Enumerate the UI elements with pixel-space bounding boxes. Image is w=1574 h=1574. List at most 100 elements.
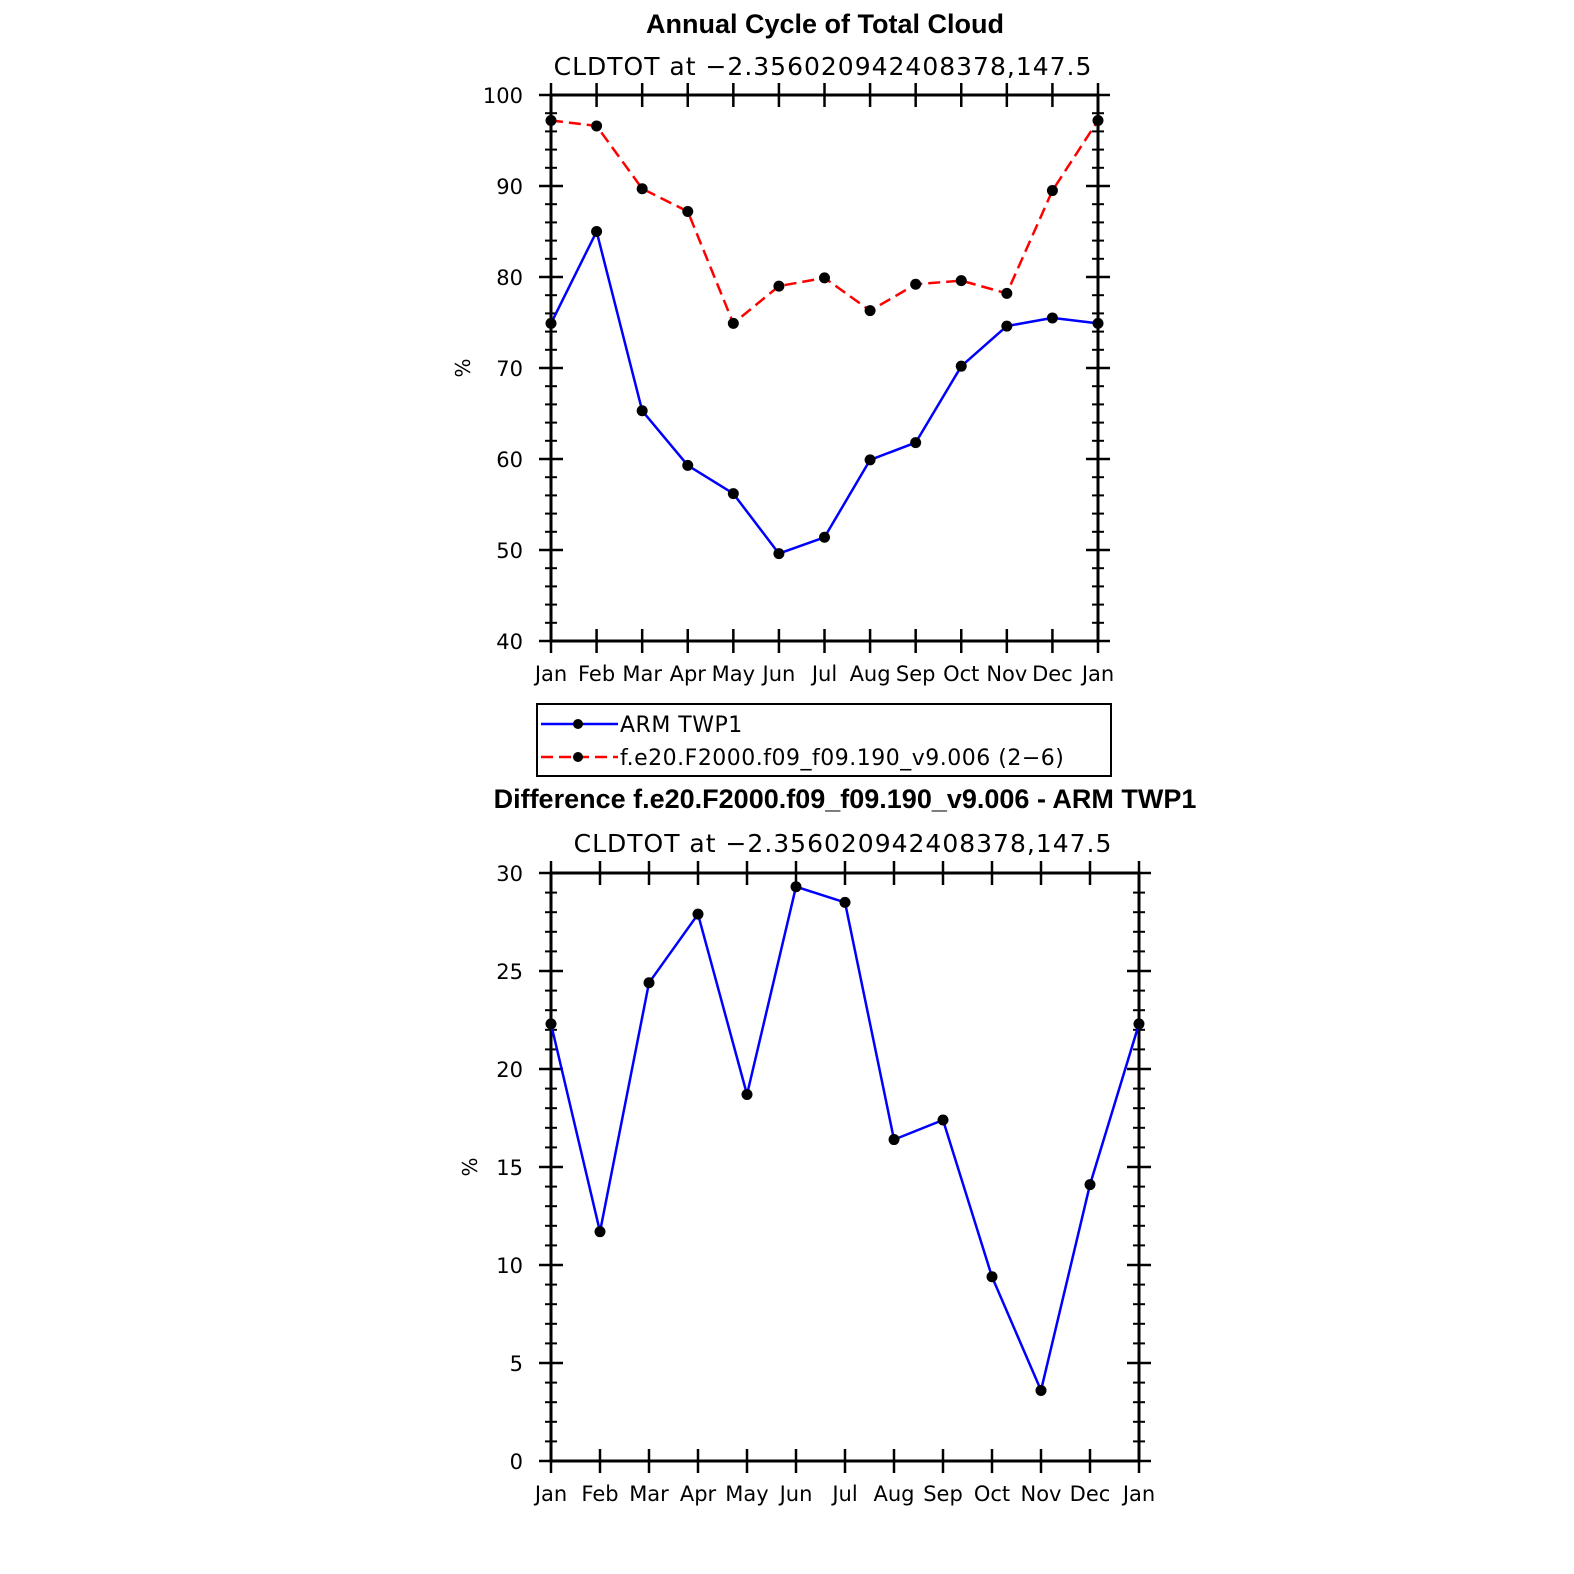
data-point [1046, 312, 1058, 324]
data-points [545, 114, 1104, 560]
data-point [864, 454, 876, 466]
data-point [636, 405, 648, 417]
data-point [790, 881, 802, 893]
x-tick-label: Jan [1121, 1482, 1155, 1506]
y-tick-label: 0 [510, 1450, 523, 1474]
data-points [545, 881, 1145, 1396]
plot-frame [549, 871, 1141, 1463]
x-tick-label: Jan [1080, 662, 1114, 686]
y-tick-label: 100 [483, 84, 523, 108]
data-point [727, 488, 739, 500]
data-point [986, 1271, 998, 1283]
x-tick-label: Aug [873, 1482, 914, 1506]
data-point [1092, 317, 1104, 329]
y-axis-label: % [451, 358, 475, 377]
data-point [692, 908, 704, 920]
legend-box [536, 703, 1112, 777]
data-point [643, 977, 655, 989]
data-point [955, 360, 967, 372]
data-point [741, 1088, 753, 1100]
data-point [636, 183, 648, 195]
chart-subtitle: CLDTOT at −2.356020942408378,147.5 [574, 829, 1113, 858]
data-point [1035, 1384, 1047, 1396]
y-tick-label: 90 [496, 175, 523, 199]
tick-labels: Jan Feb Mar Apr May Jun Jul Aug Sep Oct Nov Dec Jan 0… [496, 862, 1155, 1506]
x-tick-label: Dec [1070, 1482, 1111, 1506]
x-tick-label: May [712, 662, 755, 686]
x-tick-label: Apr [680, 1482, 717, 1506]
x-tick-label: Mar [629, 1482, 669, 1506]
legend-marker-model [573, 752, 583, 762]
data-point [910, 437, 922, 449]
x-tick-label: Jan [533, 1482, 567, 1506]
data-point [819, 531, 830, 543]
x-tick-label: Oct [974, 1482, 1010, 1506]
data-point [727, 317, 739, 329]
x-tick-label: Oct [943, 662, 979, 686]
chart-title: Annual Cycle of Total Cloud [646, 9, 1004, 39]
x-tick-label: Jun [778, 1482, 813, 1506]
data-point [591, 120, 603, 132]
y-tick-label: 70 [496, 357, 523, 381]
chart-annual-cycle: Annual Cycle of Total Cloud CLDTOT at −2… [451, 9, 1114, 686]
series-line-0 [549, 885, 1141, 1392]
data-point [937, 1114, 949, 1126]
data-point [1001, 320, 1013, 332]
x-tick-label: Nov [986, 662, 1027, 686]
data-point [1092, 114, 1104, 126]
legend-label-arm: ARM TWP1 [620, 713, 743, 738]
y-tick-label: 80 [496, 266, 523, 290]
x-tick-label: Dec [1032, 662, 1073, 686]
data-point [545, 114, 557, 126]
chart-title: Difference f.e20.F2000.f09_f09.190_v9.00… [494, 784, 1197, 814]
data-point [594, 1226, 606, 1238]
y-tick-label: 15 [496, 1156, 523, 1180]
legend: ARM TWP1 f.e20.F2000.f09_f09.190_v9.006 … [536, 703, 1112, 777]
data-point [955, 275, 967, 287]
series-lines [549, 885, 1141, 1392]
x-tick-label: Aug [850, 662, 891, 686]
y-tick-label: 40 [496, 630, 523, 654]
x-tick-label: Apr [670, 662, 707, 686]
data-point [819, 272, 830, 284]
y-tick-label: 60 [496, 448, 523, 472]
legend-entry-model: f.e20.F2000.f09_f09.190_v9.006 (2−6) [541, 746, 1064, 771]
data-point [864, 305, 876, 317]
x-tick-label: May [725, 1482, 768, 1506]
data-point [682, 459, 694, 471]
x-tick-label: Sep [896, 662, 936, 686]
data-point [591, 226, 603, 237]
x-tick-label: Feb [578, 662, 615, 686]
data-point [888, 1134, 900, 1146]
series-line-1 [550, 119, 1100, 325]
x-tick-label: Jan [533, 662, 567, 686]
legend-label-model: f.e20.F2000.f09_f09.190_v9.006 (2−6) [620, 746, 1064, 771]
data-point [773, 280, 785, 292]
y-tick-label: 20 [496, 1058, 523, 1082]
x-tick-label: Jul [810, 662, 837, 686]
y-axis-label: % [458, 1157, 482, 1176]
x-tick-label: Jun [761, 662, 796, 686]
data-point [682, 205, 694, 217]
data-point [773, 548, 785, 560]
data-point [545, 317, 557, 329]
data-point [545, 1018, 557, 1030]
plot-area [539, 861, 1151, 1473]
data-point [1084, 1179, 1096, 1191]
data-point [839, 896, 851, 908]
x-tick-label: Mar [622, 662, 662, 686]
y-tick-label: 25 [496, 960, 523, 984]
x-tick-label: Nov [1021, 1482, 1062, 1506]
data-point [1001, 287, 1013, 299]
series-lines [549, 119, 1100, 555]
y-tick-label: 50 [496, 539, 523, 563]
data-point [1046, 185, 1058, 197]
chart-difference: Difference f.e20.F2000.f09_f09.190_v9.00… [458, 784, 1196, 1506]
y-tick-label: 30 [496, 862, 523, 886]
data-point [1133, 1018, 1145, 1030]
y-tick-label: 5 [510, 1352, 523, 1376]
x-tick-label: Feb [581, 1482, 618, 1506]
legend-marker-arm [573, 719, 583, 729]
plot-area [539, 83, 1110, 653]
